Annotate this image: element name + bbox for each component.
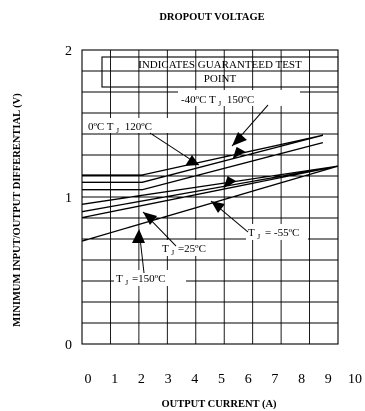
curve-5 xyxy=(81,165,339,219)
curve-2 xyxy=(82,141,324,191)
guaranteed-test-point-line1: INDICATES GUARANTEED TEST xyxy=(138,59,302,71)
curve-6 xyxy=(81,165,339,242)
x-tick-label: 10 xyxy=(348,372,362,387)
label-tjm55-sub: J xyxy=(257,232,260,241)
label-tjm55-part-a: T xyxy=(248,227,255,239)
x-tick-label: 0 xyxy=(85,372,92,387)
label-tj25-part-a: T xyxy=(162,243,169,255)
label-bg-0-120 xyxy=(86,118,176,133)
label-tj25-part-b: =25ºC xyxy=(178,243,206,255)
x-tick-label: 6 xyxy=(245,372,252,387)
y-tick-label: 1 xyxy=(65,191,72,206)
label-tj150-part-a: T xyxy=(116,273,123,285)
leader-tj25-arrowhead xyxy=(143,212,157,225)
label-bg-tj25 xyxy=(160,240,222,256)
label-tj25-sub: J xyxy=(171,248,174,257)
leader-tjm55-arrowhead xyxy=(211,201,225,213)
x-tick-label: 3 xyxy=(165,372,172,387)
label-bg-tjm55 xyxy=(246,224,308,240)
curves xyxy=(81,134,339,242)
x-tick-label: 8 xyxy=(298,372,305,387)
label-0-120-part-a: 0ºC T xyxy=(88,121,114,133)
label-bg-neg40-150 xyxy=(178,90,300,106)
x-tick-label: 1 xyxy=(111,372,118,387)
curve-4 xyxy=(81,165,339,213)
curve-1 xyxy=(82,134,324,183)
label-tj150-part-b: =150ºC xyxy=(132,273,165,285)
x-tick-label: 5 xyxy=(218,372,225,387)
x-axis-label: OUTPUT CURRENT (A) xyxy=(161,399,277,410)
label-tj25: T J =25ºC xyxy=(162,243,206,258)
label-neg40-150: -40ºC T J 150ºC xyxy=(181,94,254,109)
curve-3 xyxy=(81,165,339,205)
label-0-120-sub: J xyxy=(116,126,119,135)
label-neg40-150-part-a: -40ºC T xyxy=(181,94,216,106)
label-neg40-150-part-b: 150ºC xyxy=(227,94,254,106)
guaranteed-test-point-line2: POINT xyxy=(204,73,237,85)
y-tick-label: 2 xyxy=(65,44,72,59)
curve-0 xyxy=(82,134,324,176)
test-point-marker xyxy=(223,176,237,189)
label-0-120-part-b: 120ºC xyxy=(125,121,152,133)
leader-arrows xyxy=(132,104,269,274)
label-0-120: 0ºC T J 120ºC xyxy=(88,121,152,136)
x-tick-label: 7 xyxy=(271,372,278,387)
leader-neg40-150-arrowhead xyxy=(232,132,247,146)
test-point-marker xyxy=(232,146,246,159)
y-tick-label: 0 xyxy=(65,338,72,353)
x-tick-label: 4 xyxy=(191,372,198,387)
leader-tj150-arrowhead xyxy=(132,229,145,243)
y-axis-label: MINIMUM INPUT/OUTPUT DIFFERENTIAL (V) xyxy=(12,93,23,327)
x-tick-label: 2 xyxy=(138,372,145,387)
x-tick-label: 9 xyxy=(325,372,332,387)
guaranteed-test-point-box xyxy=(101,56,339,88)
tick-labels: 0 1 2 3 4 5 6 7 8 9 10 0 1 2 xyxy=(65,44,362,387)
leader-0-120-arrowhead xyxy=(185,155,199,166)
label-bg-tj150 xyxy=(114,270,186,286)
chart-title: DROPOUT VOLTAGE xyxy=(159,12,264,23)
label-neg40-150-sub: J xyxy=(218,99,221,108)
test-point-markers xyxy=(223,146,246,189)
label-tj150: T J =150ºC xyxy=(116,273,165,288)
label-tjm55-part-b: = -55ºC xyxy=(265,227,299,239)
label-tjm55: T J = -55ºC xyxy=(248,227,299,242)
label-tj150-sub: J xyxy=(125,278,128,287)
